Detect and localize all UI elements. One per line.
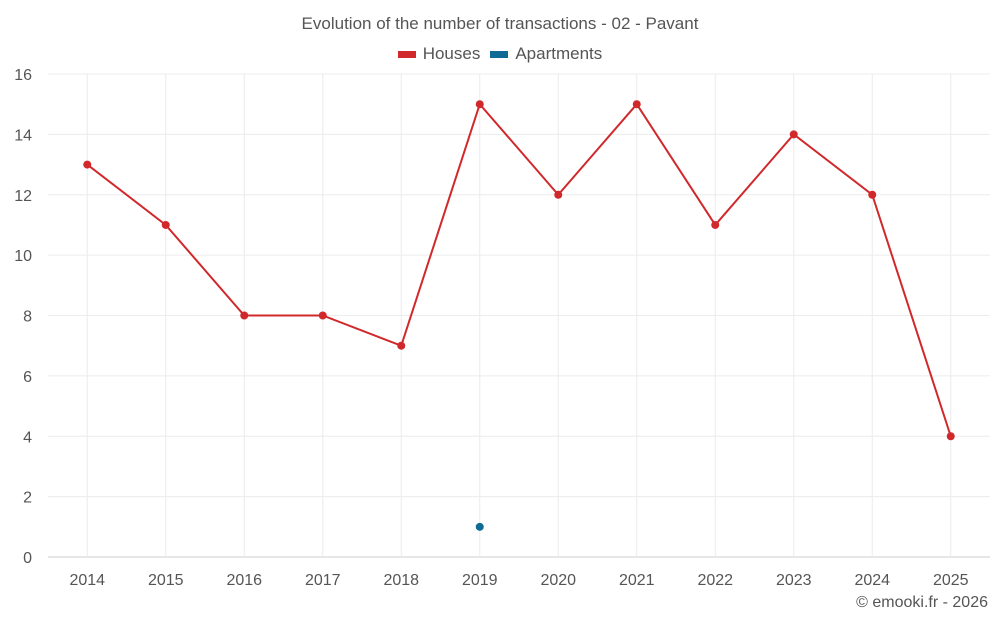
x-tick-label: 2024 <box>854 572 890 589</box>
x-tick-label: 2025 <box>933 572 969 589</box>
data-point-houses <box>868 190 877 199</box>
legend-item-apartments[interactable]: Apartments <box>490 44 602 64</box>
series-line-houses <box>86 102 952 437</box>
legend-item-houses[interactable]: Houses <box>397 44 481 64</box>
y-tick-label: 8 <box>23 309 32 326</box>
data-point-houses <box>554 190 563 199</box>
data-point-houses <box>711 220 720 229</box>
y-tick-label: 10 <box>14 248 32 265</box>
x-tick-label: 2023 <box>776 572 812 589</box>
data-point-houses <box>946 432 955 441</box>
data-point-houses <box>397 341 406 350</box>
data-point-houses <box>475 100 484 109</box>
x-tick-label: 2022 <box>697 572 733 589</box>
x-tick-label: 2021 <box>619 572 655 589</box>
y-tick-label: 12 <box>14 188 32 205</box>
x-tick-label: 2015 <box>148 572 184 589</box>
credit: © emooki.fr - 2026 <box>856 594 988 611</box>
x-tick-label: 2018 <box>383 572 419 589</box>
legend-swatch-houses <box>397 50 416 58</box>
data-point-houses <box>161 220 170 229</box>
y-tick-label: 14 <box>14 127 32 144</box>
legend-label-apartments: Apartments <box>515 44 603 63</box>
legend-label-houses: Houses <box>422 44 481 63</box>
x-tick-label: 2020 <box>540 572 576 589</box>
data-point-houses <box>240 311 249 320</box>
legend: Houses Apartments <box>0 44 1000 64</box>
data-point-apartments <box>475 522 484 531</box>
legend-swatch-apartments <box>490 50 509 58</box>
chart-title: Evolution of the number of transactions … <box>301 14 699 33</box>
data-point-houses <box>318 311 327 320</box>
y-tick-label: 4 <box>23 429 32 446</box>
data-point-houses <box>632 100 641 109</box>
x-tick-label: 2014 <box>69 572 105 589</box>
x-tick-label: 2017 <box>305 572 341 589</box>
data-point-houses <box>83 160 92 169</box>
x-tick-label: 2016 <box>226 572 262 589</box>
x-tick-label: 2019 <box>462 572 498 589</box>
data-point-houses <box>789 130 798 139</box>
y-tick-label: 6 <box>23 369 32 386</box>
y-tick-label: 0 <box>23 550 32 567</box>
y-tick-label: 2 <box>23 490 32 507</box>
y-tick-label: 16 <box>14 67 32 84</box>
